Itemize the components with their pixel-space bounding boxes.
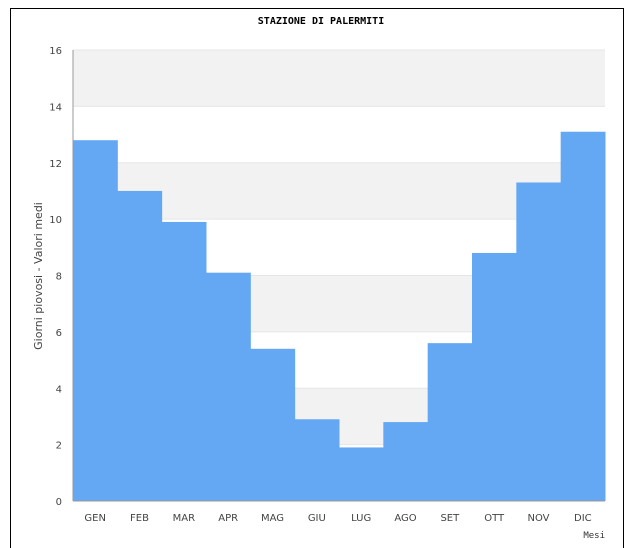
y-tick-label: 0	[56, 497, 62, 508]
bar-set	[427, 343, 473, 501]
y-tick-label: 2	[56, 441, 62, 452]
bar-gen	[73, 140, 118, 501]
bar-feb	[117, 190, 163, 501]
bar-mag	[250, 348, 296, 501]
x-tick-label: NOV	[527, 513, 549, 524]
y-tick-labels: 0 2 4 6 8 10 12 14 16	[49, 46, 62, 508]
x-tick-label: MAR	[173, 513, 195, 524]
x-tick-label: SET	[440, 513, 460, 524]
grid-band	[73, 50, 605, 107]
bar-dic	[560, 131, 606, 501]
x-tick-label: FEB	[130, 513, 149, 524]
x-tick-label: GIU	[308, 513, 326, 524]
y-axis-label: Giorni piovosi - Valori medi	[32, 202, 45, 350]
bar-ott	[472, 252, 517, 501]
x-tick-label: OTT	[484, 513, 505, 524]
y-tick-label: 8	[56, 272, 62, 283]
x-tick-label: APR	[218, 513, 238, 524]
y-tick-label: 6	[56, 328, 62, 339]
y-tick-label: 4	[56, 384, 62, 395]
y-tick-label: 16	[49, 46, 62, 57]
x-tick-label: DIC	[574, 513, 592, 524]
y-tick-label: 10	[49, 215, 62, 226]
axes	[72, 50, 605, 502]
bar-nov	[516, 182, 562, 501]
x-tick-label: GEN	[84, 513, 106, 524]
x-tick-label: LUG	[351, 513, 371, 524]
bar-giu	[294, 419, 340, 501]
x-axis-label: Mesi	[583, 531, 605, 540]
chart-title: STAZIONE DI PALERMITI	[258, 16, 384, 27]
x-tick-label: MAG	[261, 513, 284, 524]
y-tick-label: 12	[49, 159, 62, 170]
x-tick-label: AGO	[394, 513, 416, 524]
bar-lug	[339, 447, 384, 501]
grid-band	[73, 106, 605, 163]
bar-series	[73, 131, 606, 501]
x-tick-labels: GEN FEB MAR APR MAG GIU LUG AGO SET OTT NOV DIC	[84, 513, 591, 524]
bar-apr	[206, 272, 251, 501]
bar-mar	[161, 221, 207, 501]
y-tick-label: 14	[49, 102, 62, 113]
bar-ago	[383, 422, 429, 501]
